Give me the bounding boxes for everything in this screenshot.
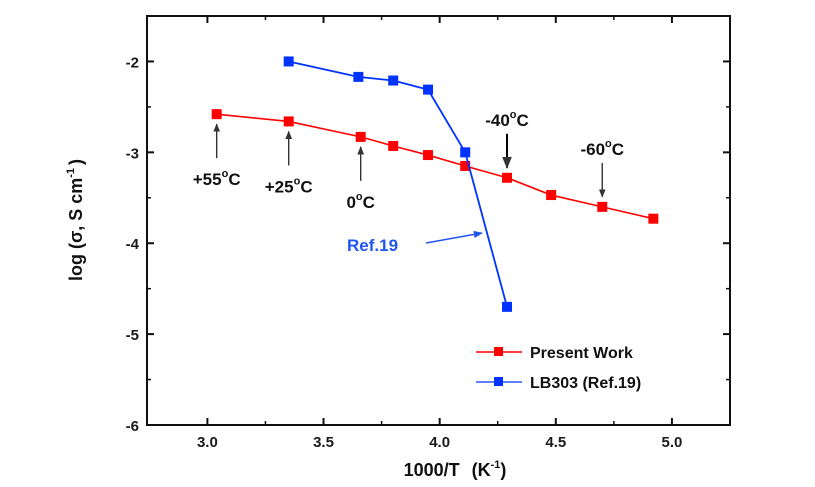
y-tick-label: -6	[126, 418, 139, 435]
y-axis-label-sup: -1	[65, 168, 77, 178]
data-point-lb303	[502, 301, 513, 312]
annotation-value: -40	[485, 111, 510, 130]
x-tick-label: 4.5	[545, 434, 566, 451]
y-axis-label-close: )	[66, 159, 86, 165]
y-axis-label: log (σ, S cm	[66, 178, 86, 281]
legend-item-lb303: LB303 (Ref.19)	[476, 375, 641, 392]
annotation-unit: C	[300, 177, 312, 196]
legend-item-present-work: Present Work	[476, 345, 633, 362]
legend-marker-present-work	[494, 347, 503, 356]
annotation-value: +25	[265, 177, 294, 196]
annotation-label: -60oC	[580, 138, 624, 159]
annotation-label: +25oC	[265, 175, 313, 196]
degree-symbol: o	[356, 191, 363, 203]
data-point-lb303	[388, 75, 399, 86]
y-tick-label: -4	[126, 236, 140, 253]
ref-label: Ref.19	[347, 236, 398, 255]
series-layer	[211, 56, 659, 312]
x-axis-unit: (K	[472, 460, 491, 480]
data-point-present-work	[355, 131, 366, 142]
data-point-present-work	[502, 172, 513, 183]
x-axis-unit-close: )	[500, 460, 506, 480]
x-tick-label: 5.0	[662, 434, 683, 451]
data-point-present-work	[388, 140, 399, 151]
x-axis-unit-sup: -1	[491, 459, 501, 471]
legend-label-lb303: LB303 (Ref.19)	[530, 375, 641, 392]
degree-symbol: o	[222, 168, 229, 180]
degree-symbol: o	[510, 109, 517, 121]
data-point-present-work	[283, 116, 294, 127]
series-line-lb303	[288, 60, 508, 308]
x-axis-label: 1000/T	[404, 460, 460, 480]
ref-arrow	[425, 230, 483, 244]
y-tick-label: -2	[126, 54, 139, 71]
data-point-lb303	[460, 147, 471, 158]
annotation-label: +55oC	[193, 168, 241, 189]
degree-symbol: o	[294, 175, 301, 187]
data-point-present-work	[460, 160, 471, 171]
legend-marker-lb303	[494, 377, 503, 386]
x-axis: 3.0 3.5 4.0 4.5 5.0	[197, 16, 682, 451]
annotation-unit: C	[612, 140, 624, 159]
annotation-unit: C	[228, 170, 240, 189]
data-point-lb303	[423, 84, 434, 95]
data-point-present-work	[423, 150, 434, 161]
annotation-unit: C	[363, 193, 375, 212]
legend: Present Work LB303 (Ref.19)	[476, 345, 641, 392]
annotation-value: +55	[193, 170, 222, 189]
data-point-lb303	[353, 71, 364, 82]
annotation-label: -40oC	[485, 109, 529, 130]
data-point-present-work	[597, 201, 608, 212]
legend-label-present-work: Present Work	[530, 345, 633, 362]
annotation-value: 0	[346, 193, 355, 212]
degree-symbol: o	[605, 138, 612, 150]
data-point-present-work	[546, 190, 557, 201]
data-point-lb303	[283, 56, 294, 67]
x-axis-title: 1000/T (K-1)	[404, 459, 507, 480]
plot-frame	[146, 15, 731, 426]
annotation-unit: C	[517, 111, 529, 130]
data-point-present-work	[648, 213, 659, 224]
data-point-present-work	[211, 109, 222, 120]
y-axis-title: log (σ, S cm-1)	[65, 159, 86, 281]
x-tick-label: 3.5	[313, 434, 334, 451]
y-tick-label: -5	[126, 327, 139, 344]
x-tick-label: 3.0	[197, 434, 218, 451]
series-line-present-work	[216, 113, 654, 220]
y-tick-label: -3	[126, 145, 139, 162]
y-axis: -6 -5 -4 -3 -2	[126, 54, 730, 435]
x-tick-label: 4.0	[429, 434, 450, 451]
annotation-label: 0oC	[346, 191, 374, 212]
annotation-value: -60	[580, 140, 605, 159]
